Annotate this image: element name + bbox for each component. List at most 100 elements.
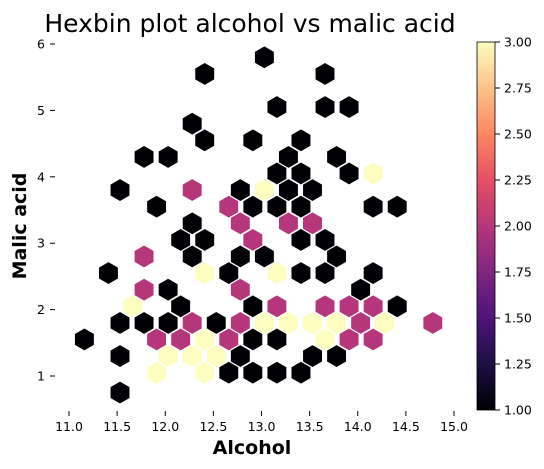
x-tick-label: 13.5 bbox=[296, 419, 324, 434]
y-tick-label: 1 bbox=[37, 369, 45, 384]
hexbin-cell bbox=[314, 327, 336, 352]
y-tick-label: 2 bbox=[37, 302, 45, 317]
y-tick-label: 4 bbox=[37, 169, 45, 184]
hexbin-cell bbox=[98, 261, 119, 286]
hexbin-cell bbox=[242, 227, 264, 252]
x-tick-label: 12.0 bbox=[151, 419, 179, 434]
hexbin-cell bbox=[362, 261, 384, 286]
hexbin-cell bbox=[314, 294, 336, 319]
hexbin-cell bbox=[302, 344, 323, 369]
hexbin-cell bbox=[253, 178, 275, 203]
hexbin-cell bbox=[290, 128, 312, 153]
colorbar-gradient bbox=[476, 41, 496, 411]
hexbin-cell bbox=[229, 211, 251, 236]
hexbin-cell bbox=[157, 277, 179, 302]
hexbin-cell bbox=[229, 344, 251, 369]
hexbin-cell bbox=[350, 277, 372, 302]
chart-title: Hexbin plot alcohol vs malic acid bbox=[44, 9, 455, 38]
hexbin-cell bbox=[290, 194, 312, 219]
hexbin-cell bbox=[326, 344, 348, 369]
hexbin-cell bbox=[194, 61, 216, 86]
y-axis-label: Malic acid bbox=[9, 173, 31, 280]
hexbin-cell bbox=[194, 261, 216, 286]
hexbin-cell bbox=[73, 327, 95, 352]
hexbin-cell bbox=[181, 344, 203, 369]
hexbin-cell bbox=[218, 194, 240, 219]
x-tick-label: 14.5 bbox=[392, 419, 420, 434]
hexbin-cell bbox=[302, 310, 323, 335]
hexbin-cell bbox=[194, 227, 216, 252]
hexbin-cell bbox=[133, 277, 155, 302]
hexbin-cell bbox=[122, 294, 143, 319]
hexbin-cell bbox=[266, 261, 288, 286]
hexbin-cell bbox=[109, 178, 131, 203]
hexbin-cell bbox=[181, 211, 203, 236]
hexbin-cell bbox=[266, 360, 288, 385]
hexbin-cell bbox=[277, 178, 299, 203]
x-tick-label: 12.5 bbox=[199, 419, 227, 434]
x-axis: 11.0 11.5 12.0 12.5 13.0 13.5 14.0 14.5 15.0 bbox=[55, 411, 468, 434]
hexbin-cell bbox=[362, 194, 384, 219]
colorbar-tick-label: 1.25 bbox=[504, 357, 532, 372]
colorbar-tick-label: 2.00 bbox=[504, 219, 532, 234]
hexbin-cell bbox=[422, 310, 444, 335]
hexbin-cell bbox=[229, 244, 251, 269]
hexbin-cell bbox=[253, 310, 275, 335]
hexbin-cell bbox=[277, 310, 299, 335]
hexbin-cell bbox=[194, 128, 216, 153]
hexbin-cell bbox=[229, 277, 251, 302]
hexbin-cell bbox=[157, 144, 179, 169]
hexbin-cell bbox=[266, 95, 288, 120]
hexbin-cell bbox=[266, 294, 288, 319]
hexbin-cell bbox=[374, 310, 396, 335]
hexbin-cell bbox=[302, 178, 323, 203]
hexbin-cell bbox=[242, 294, 264, 319]
x-tick-label: 15.0 bbox=[440, 419, 468, 434]
hexbin-cell bbox=[290, 360, 312, 385]
x-tick-label: 11.0 bbox=[55, 419, 83, 434]
hexbin-cell bbox=[170, 294, 192, 319]
hexbin-cell bbox=[266, 327, 288, 352]
hexbin-cell bbox=[242, 194, 264, 219]
hexbin-cell bbox=[181, 310, 203, 335]
hexbin-cell bbox=[362, 327, 384, 352]
x-tick-label: 11.5 bbox=[103, 419, 131, 434]
hexbin-cell bbox=[338, 327, 360, 352]
hexbin-cell bbox=[277, 144, 299, 169]
hexbin-cell bbox=[277, 211, 299, 236]
hexbin-cell bbox=[109, 344, 131, 369]
hexbin-cell bbox=[314, 261, 336, 286]
x-axis-label: Alcohol bbox=[213, 437, 292, 459]
hexbin-cell bbox=[109, 310, 131, 335]
hexbin-cell bbox=[146, 327, 168, 352]
hexbin-cell bbox=[133, 144, 155, 169]
hexbin-cell bbox=[229, 178, 251, 203]
hexbin-cell bbox=[194, 360, 216, 385]
hexbin-cell bbox=[290, 227, 312, 252]
hexbin-cell bbox=[338, 161, 360, 186]
hexbin-cell bbox=[181, 244, 203, 269]
hexbin-cell bbox=[181, 111, 203, 136]
colorbar-ticks: 1.00 1.25 1.50 1.75 2.00 2.25 2.50 2.75 3.00 bbox=[495, 35, 532, 418]
y-tick-label: 5 bbox=[37, 103, 45, 118]
colorbar-tick-label: 2.50 bbox=[504, 127, 532, 142]
hexbin-cell bbox=[218, 261, 240, 286]
hexbin-cell bbox=[205, 310, 227, 335]
y-axis: 1 2 3 4 5 6 bbox=[37, 37, 55, 384]
hexbin-cell bbox=[109, 380, 131, 405]
y-tick-label: 6 bbox=[37, 37, 45, 52]
hexbin-cell bbox=[302, 211, 323, 236]
colorbar-tick-label: 2.25 bbox=[504, 173, 532, 188]
hexbin-cell bbox=[338, 95, 360, 120]
x-tick-label: 13.0 bbox=[248, 419, 276, 434]
colorbar-tick-label: 1.75 bbox=[504, 265, 532, 280]
hexbin-cell bbox=[266, 194, 288, 219]
hexbin-cell bbox=[242, 128, 264, 153]
hexbin-cells bbox=[73, 45, 444, 405]
hexbin-cell bbox=[326, 310, 348, 335]
hexbin-cell bbox=[181, 178, 203, 203]
hexbin-cell bbox=[205, 344, 227, 369]
hexbin-cell bbox=[362, 294, 384, 319]
hexbin-cell bbox=[194, 327, 216, 352]
